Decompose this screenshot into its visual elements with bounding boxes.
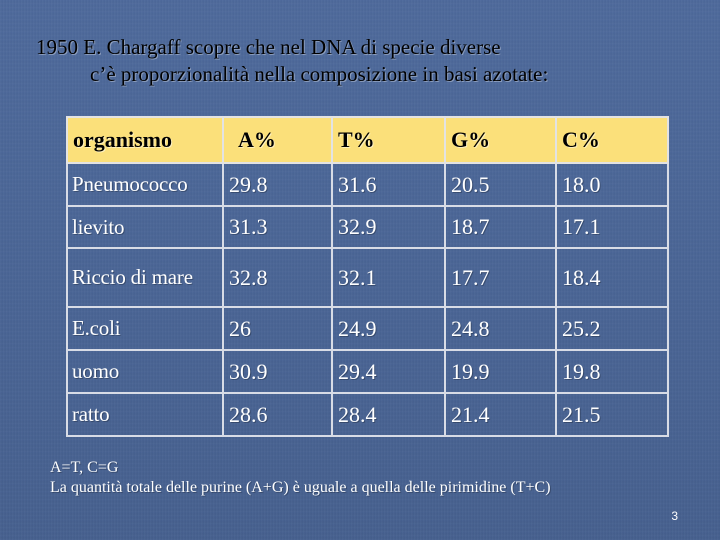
- table-row: E.coli 26 24.9 24.8 25.2: [66, 306, 669, 351]
- cell-a-percent: 32.8: [222, 247, 333, 308]
- footer-note: A=T, C=G La quantità totale delle purine…: [50, 458, 710, 498]
- cell-g-percent: 17.7: [444, 247, 557, 308]
- cell-organismo: uomo: [66, 349, 224, 394]
- cell-c-percent: 21.5: [555, 392, 669, 437]
- cell-a-percent: 31.3: [222, 205, 333, 249]
- cell-g-percent: 18.7: [444, 205, 557, 249]
- table-row: uomo 30.9 29.4 19.9 19.8: [66, 349, 669, 394]
- header-organismo: organismo: [66, 116, 224, 164]
- cell-organismo: lievito: [66, 205, 224, 249]
- header-c-percent: C%: [555, 116, 669, 164]
- cell-c-percent: 17.1: [555, 205, 669, 249]
- cell-t-percent: 32.1: [331, 247, 446, 308]
- cell-a-percent: 26: [222, 306, 333, 351]
- cell-a-percent: 28.6: [222, 392, 333, 437]
- cell-organismo: Riccio di mare: [66, 247, 224, 308]
- cell-t-percent: 24.9: [331, 306, 446, 351]
- cell-c-percent: 18.0: [555, 162, 669, 207]
- cell-g-percent: 20.5: [444, 162, 557, 207]
- table-row: Pneumococco 29.8 31.6 20.5 18.0: [66, 162, 669, 207]
- cell-g-percent: 24.8: [444, 306, 557, 351]
- cell-organismo: Pneumococco: [66, 162, 224, 207]
- cell-a-percent: 30.9: [222, 349, 333, 394]
- table-row: lievito 31.3 32.9 18.7 17.1: [66, 205, 669, 249]
- header-t-percent: T%: [331, 116, 446, 164]
- footer-explanation: La quantità totale delle purine (A+G) è …: [50, 479, 551, 496]
- page-number: 3: [671, 509, 678, 523]
- header-g-percent: G%: [444, 116, 557, 164]
- table-row: Riccio di mare 32.8 32.1 17.7 18.4: [66, 247, 669, 308]
- cell-t-percent: 28.4: [331, 392, 446, 437]
- cell-g-percent: 21.4: [444, 392, 557, 437]
- header-a-percent: A%: [222, 116, 333, 164]
- cell-c-percent: 18.4: [555, 247, 669, 308]
- table-header-row: organismo A% T% G% C%: [66, 116, 669, 164]
- base-composition-table: organismo A% T% G% C% Pneumococco 29.8 3…: [66, 116, 669, 437]
- cell-organismo: E.coli: [66, 306, 224, 351]
- cell-t-percent: 31.6: [331, 162, 446, 207]
- cell-a-percent: 29.8: [222, 162, 333, 207]
- cell-g-percent: 19.9: [444, 349, 557, 394]
- footer-rule: A=T, C=G: [50, 459, 119, 476]
- cell-t-percent: 29.4: [331, 349, 446, 394]
- slide-title: 1950 E. Chargaff scopre che nel DNA di s…: [36, 34, 696, 88]
- cell-organismo: ratto: [66, 392, 224, 437]
- cell-c-percent: 19.8: [555, 349, 669, 394]
- cell-t-percent: 32.9: [331, 205, 446, 249]
- table-row: ratto 28.6 28.4 21.4 21.5: [66, 392, 669, 437]
- slide-title-line-2: c’è proporzionalità nella composizione i…: [90, 62, 549, 86]
- slide-title-line-1: 1950 E. Chargaff scopre che nel DNA di s…: [36, 35, 501, 59]
- cell-c-percent: 25.2: [555, 306, 669, 351]
